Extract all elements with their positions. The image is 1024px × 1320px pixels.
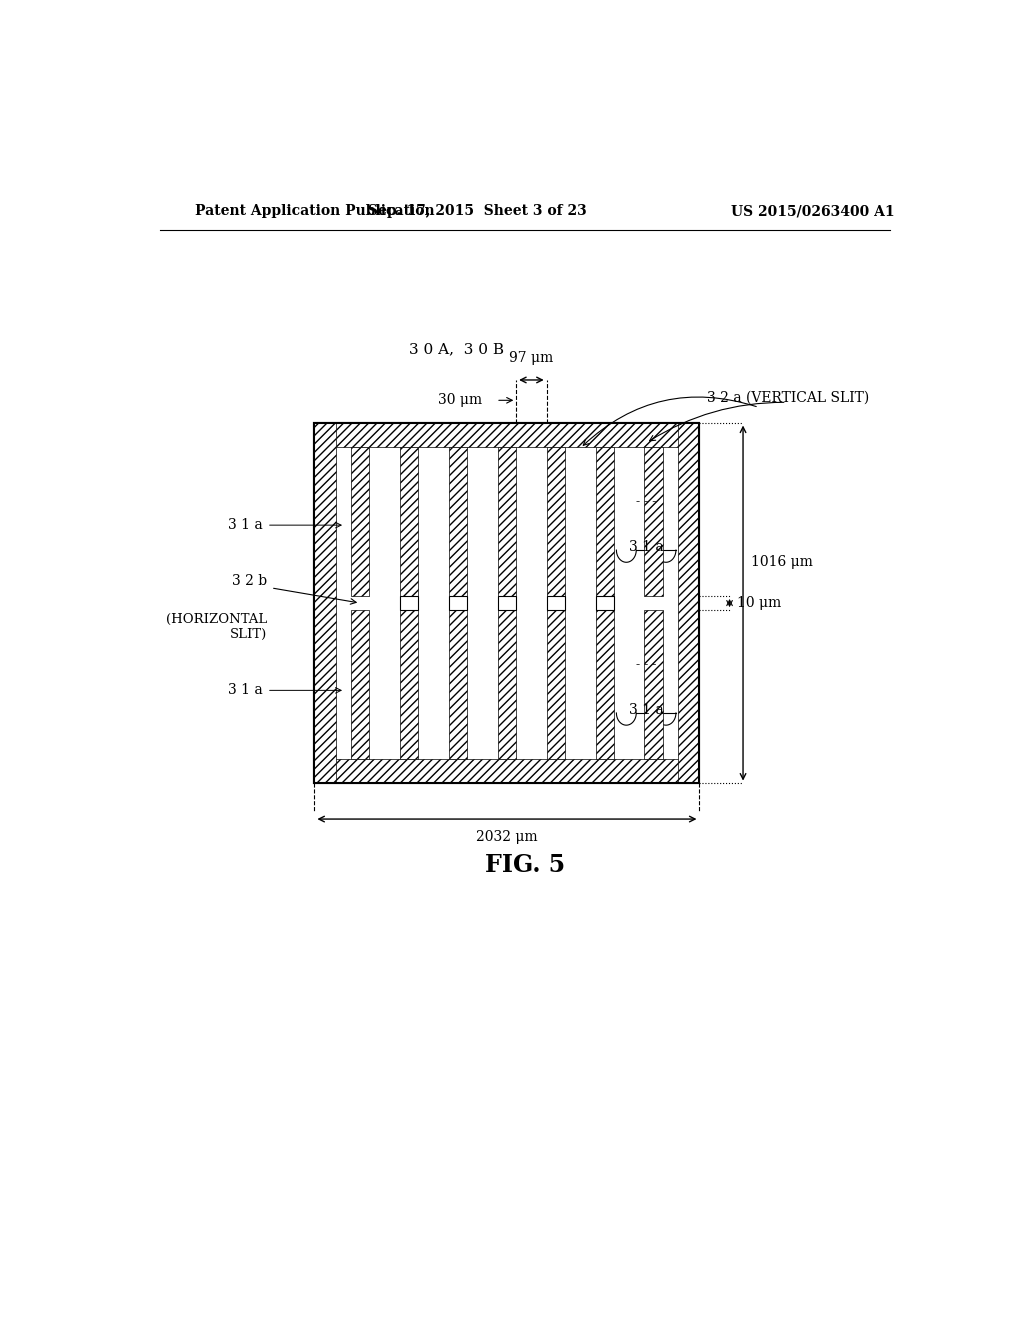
Text: Patent Application Publication: Patent Application Publication	[196, 205, 435, 218]
Text: - - -: - - -	[636, 495, 656, 508]
Text: Sep. 17, 2015  Sheet 3 of 23: Sep. 17, 2015 Sheet 3 of 23	[368, 205, 587, 218]
Bar	[351, 610, 370, 759]
Bar	[596, 447, 614, 597]
Text: 2032 μm: 2032 μm	[476, 830, 538, 845]
Text: 3 2 a (VERTICAL SLIT): 3 2 a (VERTICAL SLIT)	[708, 391, 869, 404]
Bar	[547, 610, 565, 759]
Bar	[314, 422, 699, 447]
Bar	[644, 447, 664, 597]
Bar	[449, 597, 467, 610]
Text: 3 2 b: 3 2 b	[231, 574, 267, 587]
Bar	[678, 422, 699, 784]
Text: 3 1 a: 3 1 a	[228, 684, 263, 697]
Bar	[449, 447, 467, 597]
Bar	[399, 610, 419, 759]
Text: 97 μm: 97 μm	[509, 351, 554, 364]
Text: 3 0 A,  3 0 B: 3 0 A, 3 0 B	[410, 342, 505, 356]
Bar	[314, 422, 336, 784]
Text: 3 1 a: 3 1 a	[629, 704, 664, 717]
Bar	[399, 597, 419, 610]
Text: 30 μm: 30 μm	[438, 393, 482, 408]
Text: (HORIZONTAL
SLIT): (HORIZONTAL SLIT)	[166, 614, 267, 642]
Bar	[336, 447, 678, 759]
Bar	[498, 597, 516, 610]
Text: 1016 μm: 1016 μm	[751, 556, 813, 569]
Bar	[351, 447, 370, 597]
Bar	[314, 422, 699, 784]
Text: 10 μm: 10 μm	[737, 597, 781, 610]
Bar	[596, 610, 614, 759]
Text: 3 1 a: 3 1 a	[629, 540, 664, 554]
Text: US 2015/0263400 A1: US 2015/0263400 A1	[731, 205, 895, 218]
Bar	[399, 447, 419, 597]
Bar	[596, 597, 614, 610]
Bar	[547, 597, 565, 610]
Bar	[498, 610, 516, 759]
Text: - - -: - - -	[636, 657, 656, 671]
Text: 3 1 a: 3 1 a	[228, 519, 263, 532]
Bar	[314, 422, 699, 784]
Bar	[314, 759, 699, 784]
Bar	[547, 447, 565, 597]
Text: FIG. 5: FIG. 5	[484, 853, 565, 876]
Bar	[498, 447, 516, 597]
Bar	[644, 610, 664, 759]
Bar	[449, 610, 467, 759]
